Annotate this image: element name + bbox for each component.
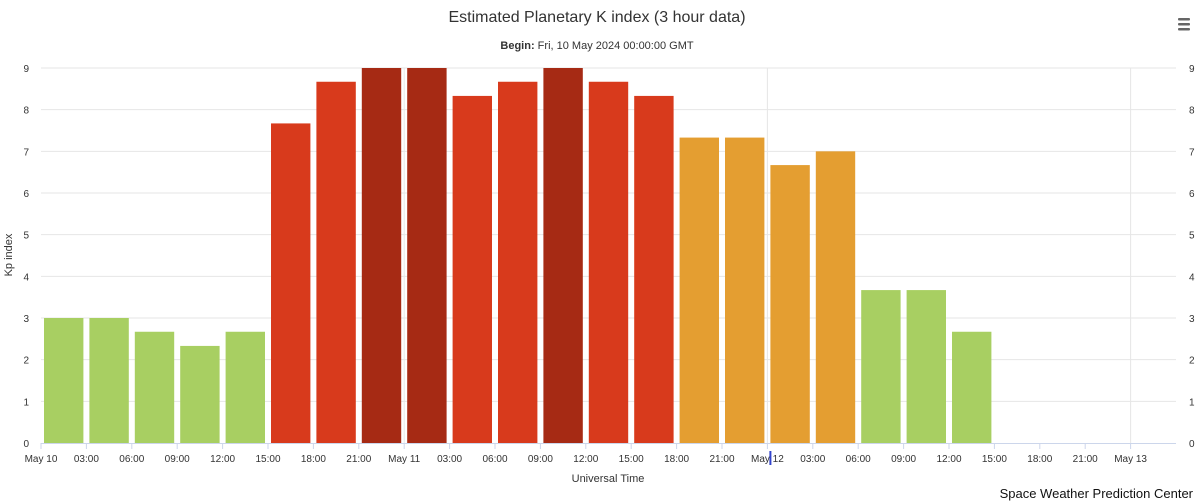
y-tick-label-right: 1	[1189, 397, 1195, 408]
y-tick-label-left: 9	[23, 64, 29, 75]
y-tick-label-left: 4	[23, 272, 29, 283]
kp-bar[interactable]	[952, 331, 992, 443]
subtitle-value: Fri, 10 May 2024 00:00:00 GMT	[535, 40, 694, 52]
kp-bar[interactable]	[679, 137, 719, 444]
y-tick-label-right: 0	[1189, 439, 1195, 450]
x-tick-label: 09:00	[528, 454, 553, 465]
x-tick-label: 12:00	[210, 454, 235, 465]
y-tick-label-right: 9	[1189, 64, 1195, 75]
x-tick-label: 15:00	[255, 454, 280, 465]
x-tick-label: 21:00	[1073, 454, 1098, 465]
kp-bar[interactable]	[770, 165, 810, 444]
kp-bar[interactable]	[725, 137, 765, 444]
kp-bar[interactable]	[361, 68, 402, 443]
kp-bar[interactable]	[225, 331, 265, 443]
kp-bar[interactable]	[588, 81, 629, 443]
x-axis-title: Universal Time	[572, 473, 645, 485]
kp-bar[interactable]	[543, 68, 583, 443]
x-tick-label: May 10	[25, 454, 58, 465]
y-axis-title: Kp index	[3, 233, 15, 276]
x-tick-label: 09:00	[891, 454, 916, 465]
x-tick-label: May 11	[388, 454, 420, 465]
kp-bar[interactable]	[134, 331, 175, 443]
y-tick-label-right: 5	[1189, 231, 1195, 242]
y-tick-label-left: 7	[23, 147, 29, 158]
x-tick-label: 15:00	[982, 454, 1007, 465]
current-time-marker	[769, 451, 772, 465]
axes: 0 0 1 1 2 2 3 3 4 4 5 5 6 6 7 7 8 8 9 9 May 10 03:00 06:00 09:0…	[23, 64, 1195, 465]
kp-bar[interactable]	[271, 123, 311, 444]
kp-bar[interactable]	[498, 81, 538, 443]
x-tick-label: 18:00	[1027, 454, 1052, 465]
y-tick-label-left: 1	[23, 397, 29, 408]
y-tick-label-right: 8	[1189, 106, 1195, 117]
chart-subtitle: Begin: Fri, 10 May 2024 00:00:00 GMT	[500, 40, 693, 52]
x-tick-label: May 12	[751, 454, 784, 465]
x-tick-label: 03:00	[437, 454, 462, 465]
y-tick-label-right: 7	[1189, 147, 1195, 158]
kp-bar[interactable]	[44, 318, 84, 443]
kp-bar[interactable]	[906, 290, 946, 443]
kp-bar[interactable]	[316, 81, 356, 443]
hamburger-menu-icon[interactable]	[1176, 16, 1192, 34]
y-tick-label-left: 8	[23, 106, 29, 117]
x-tick-label: 12:00	[936, 454, 961, 465]
x-tick-label: 18:00	[301, 454, 326, 465]
chart-title: Estimated Planetary K index (3 hour data…	[448, 9, 745, 26]
x-tick-label: 06:00	[846, 454, 871, 465]
subtitle-label: Begin:	[500, 40, 534, 52]
y-tick-label-left: 0	[23, 439, 29, 450]
kp-bar[interactable]	[861, 290, 901, 443]
kp-bar[interactable]	[634, 95, 674, 444]
x-tick-label: 06:00	[482, 454, 507, 465]
y-tick-label-right: 6	[1189, 189, 1195, 200]
bars	[44, 68, 992, 444]
y-tick-label-left: 2	[23, 356, 29, 367]
y-tick-label-left: 3	[23, 314, 29, 325]
x-tick-label: 09:00	[165, 454, 190, 465]
x-tick-label: 12:00	[573, 454, 598, 465]
y-tick-label-right: 2	[1189, 356, 1195, 367]
chart-credit: Space Weather Prediction Center	[1000, 486, 1194, 501]
y-tick-label-right: 3	[1189, 314, 1195, 325]
x-tick-label: 21:00	[709, 454, 734, 465]
kp-bar[interactable]	[180, 345, 220, 443]
x-tick-label: 15:00	[619, 454, 644, 465]
x-tick-label: 03:00	[800, 454, 825, 465]
kp-bar[interactable]	[89, 318, 129, 443]
x-tick-label: 21:00	[346, 454, 371, 465]
kp-bar[interactable]	[815, 151, 856, 444]
y-tick-label-left: 5	[23, 231, 29, 242]
x-tick-label: 18:00	[664, 454, 689, 465]
y-tick-label-right: 4	[1189, 272, 1195, 283]
kp-bar[interactable]	[452, 95, 492, 444]
y-tick-label-left: 6	[23, 189, 29, 200]
x-tick-label: 03:00	[74, 454, 99, 465]
kp-bar[interactable]	[407, 68, 447, 443]
x-tick-label: May 13	[1114, 454, 1147, 465]
x-tick-label: 06:00	[119, 454, 144, 465]
